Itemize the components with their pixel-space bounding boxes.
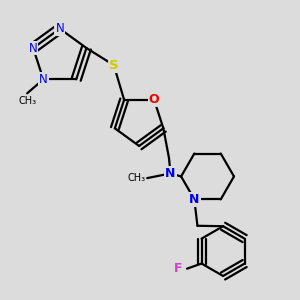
Text: N: N [29,41,38,55]
Text: N: N [39,73,48,86]
Text: N: N [56,22,64,35]
Text: N: N [165,167,176,180]
Text: CH₃: CH₃ [128,173,146,183]
Text: S: S [109,58,118,72]
Text: CH₃: CH₃ [18,96,36,106]
Text: O: O [149,93,159,106]
Text: N: N [189,193,200,206]
Text: F: F [174,262,182,275]
